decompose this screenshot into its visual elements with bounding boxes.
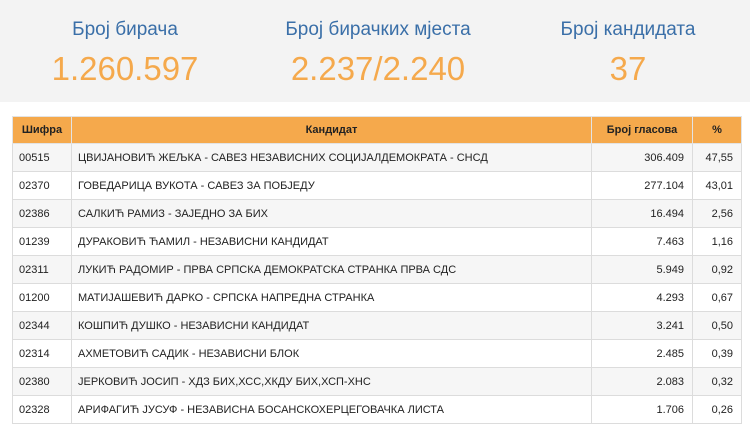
candidates-value: 37	[609, 50, 647, 87]
column-header-candidate[interactable]: Кандидат	[71, 116, 592, 144]
candidate-code: 02311	[12, 255, 72, 284]
column-header-percent[interactable]: %	[692, 116, 742, 144]
candidate-votes: 1.706	[591, 395, 693, 424]
candidate-votes: 2.083	[591, 367, 693, 396]
candidates-label: Број кандидата	[560, 19, 696, 40]
candidate-percent: 43,01	[692, 171, 742, 200]
results-table-header: Шифра Кандидат Број гласова %	[12, 116, 742, 144]
candidate-votes: 306.409	[591, 143, 693, 172]
table-row: 01239 ДУРАКОВИЋ ЋАМИЛ - НЕЗАВИСНИ КАНДИД…	[12, 227, 742, 256]
table-row: 00515 ЦВИЈАНОВИЋ ЖЕЉКА - САВЕЗ НЕЗАВИСНИ…	[12, 143, 742, 172]
candidate-percent: 0,50	[692, 311, 742, 340]
candidate-name: КОШПИЋ ДУШКО - НЕЗАВИСНИ КАНДИДАТ	[71, 311, 592, 340]
polling-stations-stat: Број бирачких мјеста 2.237/2.240	[250, 0, 506, 102]
voters-value: 1.260.597	[51, 50, 199, 87]
stats-panel: Број бирача 1.260.597 Број бирачких мјес…	[0, 0, 750, 102]
candidate-name: ДУРАКОВИЋ ЋАМИЛ - НЕЗАВИСНИ КАНДИДАТ	[71, 227, 592, 256]
candidate-votes: 3.241	[591, 311, 693, 340]
candidate-name: АРИФАГИЋ ЈУСУФ - НЕЗАВИСНА БОСАНСКОХЕРЦЕ…	[71, 395, 592, 424]
candidate-percent: 2,56	[692, 199, 742, 228]
candidate-code: 02370	[12, 171, 72, 200]
candidate-code: 02344	[12, 311, 72, 340]
polling-stations-label: Број бирачких мјеста	[285, 19, 471, 40]
candidate-name: ЦВИЈАНОВИЋ ЖЕЉКА - САВЕЗ НЕЗАВИСНИХ СОЦИ…	[71, 143, 592, 172]
candidate-votes: 4.293	[591, 283, 693, 312]
header-row: Шифра Кандидат Број гласова %	[12, 116, 742, 144]
candidate-percent: 0,26	[692, 395, 742, 424]
candidate-name: ЛУКИЋ РАДОМИР - ПРВА СРПСКА ДЕМОКРАТСКА …	[71, 255, 592, 284]
table-row: 02344 КОШПИЋ ДУШКО - НЕЗАВИСНИ КАНДИДАТ …	[12, 311, 742, 340]
candidate-code: 02386	[12, 199, 72, 228]
table-row: 02311 ЛУКИЋ РАДОМИР - ПРВА СРПСКА ДЕМОКР…	[12, 255, 742, 284]
results-table: Шифра Кандидат Број гласова % 00515 ЦВИЈ…	[12, 116, 742, 424]
table-row: 02328 АРИФАГИЋ ЈУСУФ - НЕЗАВИСНА БОСАНСК…	[12, 395, 742, 424]
candidates-stat: Број кандидата 37	[506, 0, 750, 102]
candidate-code: 02314	[12, 339, 72, 368]
candidate-votes: 2.485	[591, 339, 693, 368]
table-row: 01200 МАТИЈАШЕВИЋ ДАРКО - СРПСКА НАПРЕДН…	[12, 283, 742, 312]
candidate-percent: 0,32	[692, 367, 742, 396]
candidate-name: ЈЕРКОВИЋ ЈОСИП - ХДЗ БИХ,ХСС,ХКДУ БИХ,ХС…	[71, 367, 592, 396]
results-table-body: 00515 ЦВИЈАНОВИЋ ЖЕЉКА - САВЕЗ НЕЗАВИСНИ…	[12, 143, 742, 424]
candidate-code: 01239	[12, 227, 72, 256]
candidate-votes: 7.463	[591, 227, 693, 256]
table-row: 02380 ЈЕРКОВИЋ ЈОСИП - ХДЗ БИХ,ХСС,ХКДУ …	[12, 367, 742, 396]
column-header-votes[interactable]: Број гласова	[591, 116, 693, 144]
candidate-name: МАТИЈАШЕВИЋ ДАРКО - СРПСКА НАПРЕДНА СТРА…	[71, 283, 592, 312]
polling-stations-value: 2.237/2.240	[290, 50, 466, 87]
column-header-code[interactable]: Шифра	[12, 116, 72, 144]
candidate-percent: 0,67	[692, 283, 742, 312]
candidate-code: 02328	[12, 395, 72, 424]
candidate-name: САЛКИЋ РАМИЗ - ЗАЈЕДНО ЗА БИХ	[71, 199, 592, 228]
candidate-votes: 16.494	[591, 199, 693, 228]
candidate-percent: 0,92	[692, 255, 742, 284]
table-row: 02314 АХМЕТОВИЋ САДИК - НЕЗАВИСНИ БЛОК 2…	[12, 339, 742, 368]
candidate-name: АХМЕТОВИЋ САДИК - НЕЗАВИСНИ БЛОК	[71, 339, 592, 368]
voters-label: Број бирача	[72, 19, 178, 40]
candidate-code: 00515	[12, 143, 72, 172]
candidate-code: 01200	[12, 283, 72, 312]
candidate-name: ГОВЕДАРИЦА ВУКОТА - САВЕЗ ЗА ПОБЈЕДУ	[71, 171, 592, 200]
table-row: 02386 САЛКИЋ РАМИЗ - ЗАЈЕДНО ЗА БИХ 16.4…	[12, 199, 742, 228]
candidate-votes: 5.949	[591, 255, 693, 284]
candidate-percent: 47,55	[692, 143, 742, 172]
table-row: 02370 ГОВЕДАРИЦА ВУКОТА - САВЕЗ ЗА ПОБЈЕ…	[12, 171, 742, 200]
candidate-votes: 277.104	[591, 171, 693, 200]
candidate-percent: 0,39	[692, 339, 742, 368]
voters-stat: Број бирача 1.260.597	[0, 0, 250, 102]
candidate-percent: 1,16	[692, 227, 742, 256]
candidate-code: 02380	[12, 367, 72, 396]
